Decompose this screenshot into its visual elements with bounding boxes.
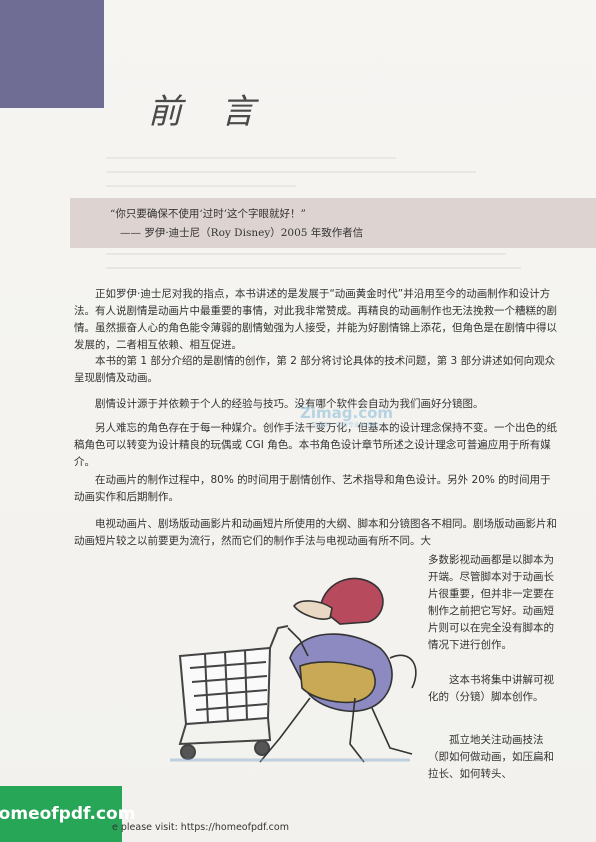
side-paragraph-1: 多数影视动画都是以脚本为开端。尽管脚本对于动画长片很重要，但并非一定要在制作之前… bbox=[428, 554, 554, 651]
shopping-cart-icon bbox=[178, 625, 289, 760]
corner-color-block bbox=[0, 0, 104, 108]
paragraph-4: 另人难忘的角色存在于每一种媒介。创作手法千变万化，但基本的设计理念保持不变。一个… bbox=[74, 422, 557, 468]
paragraph-2: 本书的第 1 部分介绍的是剧情的创作，第 2 部分将讨论具体的技术问题，第 3 … bbox=[74, 355, 556, 384]
side-paragraph-2: 这本书将集中讲解可视化的（分镜）脚本创作。 bbox=[428, 674, 554, 703]
watermark-logo: Zimag.com bbox=[300, 404, 394, 422]
paragraph-1: 正如罗伊·迪士尼对我的指点，本书讲述的是发展于“动画黄金时代”并沿用至今的动画制… bbox=[74, 288, 557, 351]
side-paragraph-3: 孤立地关注动画技法（即如何做动画，如压扁和拉长、如何转头、 bbox=[428, 734, 554, 780]
paragraph-6: 电视动画片、剧场版动画影片和动画短片所使用的大纲、脚本和分镜图各不相同。剧场版动… bbox=[74, 518, 557, 547]
paragraph-3: 剧情设计源于并依赖于个人的经验与技巧。没有哪个软件会自动为我们画好分镜图。 bbox=[95, 398, 484, 410]
cartoon-horse-figure bbox=[259, 577, 417, 763]
footer-link-text[interactable]: e please visit: https://homeofpdf.com bbox=[112, 822, 289, 833]
page-title: 前 言 bbox=[148, 92, 269, 132]
paragraph-5: 在动画片的制作过程中，80% 的时间用于剧情创作、艺术指导和角色设计。另外 20… bbox=[74, 474, 551, 503]
quote-band bbox=[70, 198, 596, 248]
epigraph-quote: “你只要确保不使用‘过时’这个字眼就好！” bbox=[110, 208, 306, 220]
watermark-subtitle: 志墨网 · 中国专业图书网 bbox=[312, 422, 378, 429]
horse-shopping-cart-illustration bbox=[170, 577, 417, 763]
site-logo-badge[interactable]: homeofpdf.com bbox=[0, 786, 135, 842]
epigraph-attribution: —— 罗伊·迪士尼（Roy Disney）2005 年致作者信 bbox=[120, 227, 364, 239]
